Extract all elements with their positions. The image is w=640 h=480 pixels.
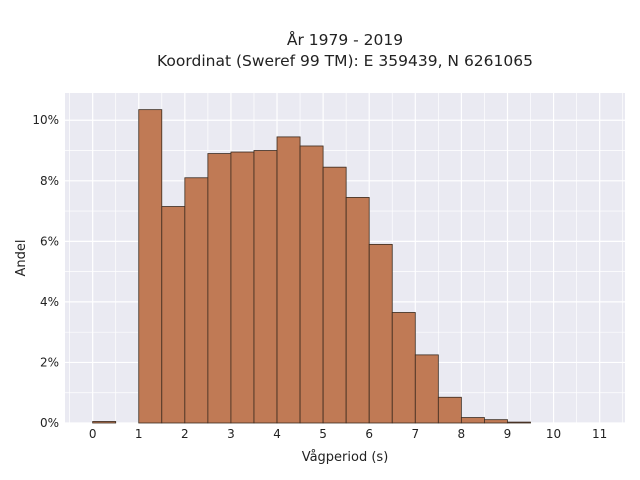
x-tick-label: 6 — [365, 427, 373, 441]
histogram-bar — [253, 150, 278, 424]
histogram-bar — [138, 109, 163, 424]
histogram-bar — [414, 354, 439, 424]
histogram-bar — [437, 396, 462, 424]
histogram-bar — [322, 166, 347, 424]
histogram-bar — [484, 419, 508, 424]
x-tick-label: 7 — [411, 427, 419, 441]
histogram-bar — [92, 421, 117, 424]
x-tick-label: 3 — [227, 427, 235, 441]
bars — [92, 109, 531, 424]
x-tick-label: 9 — [504, 427, 512, 441]
y-tick-label: 6% — [40, 234, 59, 248]
y-tick-label: 2% — [40, 355, 59, 369]
x-tick-label: 11 — [592, 427, 607, 441]
x-tick-label: 0 — [89, 427, 97, 441]
histogram-bar — [507, 421, 531, 424]
histogram-bar — [230, 151, 255, 424]
histogram-bar — [276, 136, 301, 424]
histogram-bar — [391, 312, 416, 424]
x-tick-label: 5 — [319, 427, 327, 441]
y-tick-label: 4% — [40, 295, 59, 309]
y-tick-label: 8% — [40, 174, 59, 188]
histogram-bar — [368, 243, 393, 424]
y-tick-label: 10% — [32, 113, 59, 127]
histogram-bar — [460, 417, 485, 424]
x-tick-label: 8 — [458, 427, 466, 441]
x-tick-label: 10 — [546, 427, 561, 441]
x-axis-label: Vågperiod (s) — [302, 450, 389, 465]
histogram-bar — [161, 206, 186, 424]
x-tick-label: 4 — [273, 427, 281, 441]
histogram-bar — [299, 145, 324, 424]
x-tick-labels: 0 1 2 3 4 5 6 7 8 9 10 11 — [89, 427, 607, 441]
y-tick-labels: 0% 2% 4% 6% 8% 10% — [32, 113, 59, 430]
y-axis-label: Andel — [14, 240, 29, 277]
histogram-bar — [345, 197, 370, 424]
y-tick-label: 0% — [40, 416, 59, 430]
histogram-bar — [207, 153, 232, 424]
chart-title: År 1979 - 2019 — [287, 30, 403, 49]
x-tick-label: 1 — [135, 427, 143, 441]
chart-subtitle: Koordinat (Sweref 99 TM): E 359439, N 62… — [157, 52, 533, 70]
histogram-bar — [184, 177, 209, 424]
x-tick-label: 2 — [181, 427, 189, 441]
